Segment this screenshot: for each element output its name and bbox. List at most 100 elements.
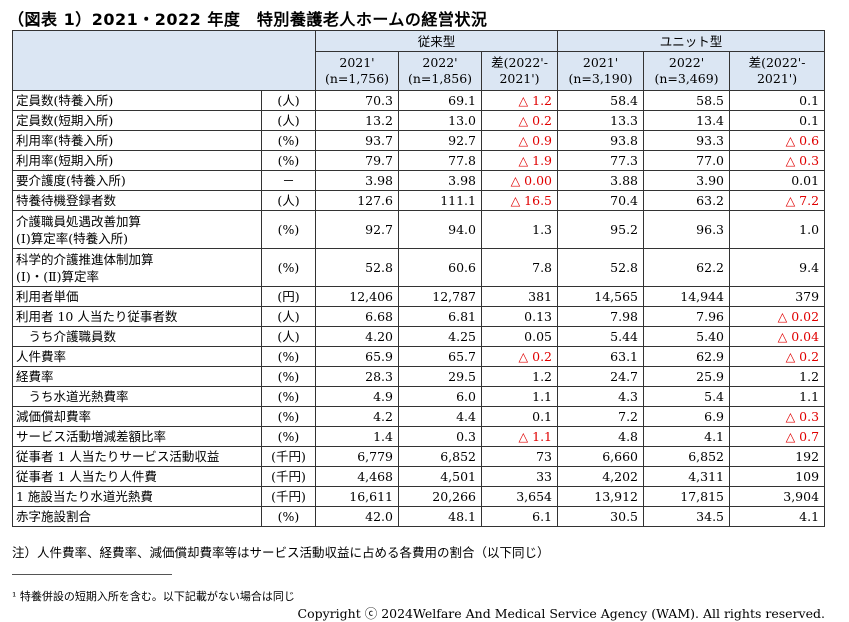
value-cell: 6.1 xyxy=(480,506,559,527)
value-cell: 0.01 xyxy=(729,170,826,191)
value-cell: 6,779 xyxy=(315,446,399,467)
row-label-line: 定員数(短期入所) xyxy=(16,113,114,128)
value-cell: 12,787 xyxy=(398,286,482,307)
row-label-line: 1 施設当たり水道光熱費 xyxy=(16,489,153,504)
table-row: 利用率(短期入所) (%) 79.7 77.8 △ 1.9 77.3 77.0 △ 0.3 xyxy=(12,150,826,171)
column-header-line: 差(2022'- xyxy=(491,55,548,70)
value-cell: 127.6 xyxy=(315,190,399,211)
value-cell: 60.6 xyxy=(398,248,482,287)
row-label: 経費率 xyxy=(12,366,262,387)
value-cell: 30.5 xyxy=(557,506,645,527)
value-cell: 6,852 xyxy=(643,446,731,467)
value-cell: 3,904 xyxy=(729,486,826,507)
value-cell: 4.8 xyxy=(557,426,645,447)
value-cell: 16,611 xyxy=(315,486,399,507)
value-cell: 4.2 xyxy=(315,406,399,427)
row-unit: (%) xyxy=(261,248,316,287)
column-header-line: 2021' xyxy=(339,55,375,70)
value-cell: 7.2 xyxy=(557,406,645,427)
table-row: 定員数(特養入所) (人) 70.3 69.1 △ 1.2 58.4 58.5 0.1 xyxy=(12,90,826,111)
table-row: 従事者 1 人当たり人件費 (千円) 4,468 4,501 33 4,202 4,311 1… xyxy=(12,466,826,487)
row-label: うち水道光熱費率 xyxy=(12,386,262,407)
value-cell: 4,311 xyxy=(643,466,731,487)
value-cell: 33 xyxy=(480,466,559,487)
table-row: 定員数(短期入所) (人) 13.2 13.0 △ 0.2 13.3 13.4 0.1 xyxy=(12,110,826,131)
footnote: ¹ 特養併設の短期入所を含む。以下記載がない場合は同じ xyxy=(12,590,295,603)
row-label-line: 従事者 1 人当たり人件費 xyxy=(16,469,157,484)
row-unit: (%) xyxy=(261,150,316,171)
value-cell: 92.7 xyxy=(398,130,482,151)
column-header: 2022' (n=1,856) xyxy=(398,51,482,91)
row-unit: (人) xyxy=(261,90,316,111)
page-title: （図表 1）2021・2022 年度 特別養護老人ホームの経営状況 xyxy=(8,10,488,29)
value-cell: 25.9 xyxy=(643,366,731,387)
row-label-line: 介護職員処遇改善加算 xyxy=(16,213,142,229)
value-cell: 69.1 xyxy=(398,90,482,111)
row-unit: (%) xyxy=(261,386,316,407)
value-cell: 3.98 xyxy=(398,170,482,191)
table-row: 利用者 10 人当たり従事者数 (人) 6.68 6.81 0.13 7.98 7.96 △ … xyxy=(12,306,826,327)
value-cell: 63.2 xyxy=(643,190,731,211)
row-unit: (人) xyxy=(261,306,316,327)
row-label: 従事者 1 人当たりサービス活動収益 xyxy=(12,446,262,467)
value-cell: 3.90 xyxy=(643,170,731,191)
value-cell: 13.3 xyxy=(557,110,645,131)
value-cell: 1.0 xyxy=(729,210,826,249)
value-cell: 111.1 xyxy=(398,190,482,211)
value-cell: 1.1 xyxy=(729,386,826,407)
value-cell: 3,654 xyxy=(480,486,559,507)
value-cell: 14,944 xyxy=(643,286,731,307)
value-cell: 4,468 xyxy=(315,466,399,487)
row-label-line: 従事者 1 人当たりサービス活動収益 xyxy=(16,449,220,464)
table-row: 要介護度(特養入所) － 3.98 3.98 △ 0.00 3.88 3.90 0.01 xyxy=(12,170,826,191)
value-cell: 34.5 xyxy=(643,506,731,527)
value-cell: 13.4 xyxy=(643,110,731,131)
row-label-line: 赤字施設割合 xyxy=(16,509,92,524)
footnote-divider xyxy=(12,574,172,575)
value-cell: 3.88 xyxy=(557,170,645,191)
column-header-line: 差(2022'- xyxy=(748,55,806,70)
value-cell: 5.44 xyxy=(557,326,645,347)
group-header-unit: ユニット型 xyxy=(557,30,826,52)
value-cell: △ 1.2 xyxy=(480,90,559,111)
table-row: 赤字施設割合 (%) 42.0 48.1 6.1 30.5 34.5 4.1 xyxy=(12,506,826,527)
row-unit: (%) xyxy=(261,406,316,427)
row-label: 利用率(特養入所) xyxy=(12,130,262,151)
table-note: 注）人件費率、経費率、減価償却費率等はサービス活動収益に占める各費用の割合（以下… xyxy=(12,545,550,560)
row-label-line: サービス活動増減差額比率 xyxy=(16,429,167,444)
value-cell: 5.4 xyxy=(643,386,731,407)
row-unit: (人) xyxy=(261,190,316,211)
row-unit: (%) xyxy=(261,506,316,527)
value-cell: △ 0.2 xyxy=(729,346,826,367)
value-cell: 1.4 xyxy=(315,426,399,447)
table-row: 人件費率 (%) 65.9 65.7 △ 0.2 63.1 62.9 △ 0.2 xyxy=(12,346,826,367)
value-cell: 17,815 xyxy=(643,486,731,507)
row-unit: (千円) xyxy=(261,446,316,467)
table-row: 科学的介護推進体制加算 (Ⅰ)・(Ⅱ)算定率 (%) 52.8 60.6 7.8 52.8 6… xyxy=(12,248,826,287)
table-row: 利用率(特養入所) (%) 93.7 92.7 △ 0.9 93.8 93.3 △ 0.6 xyxy=(12,130,826,151)
value-cell: 79.7 xyxy=(315,150,399,171)
value-cell: 14,565 xyxy=(557,286,645,307)
value-cell: 70.3 xyxy=(315,90,399,111)
column-header-line: 2022' xyxy=(422,55,458,70)
value-cell: △ 0.04 xyxy=(729,326,826,347)
row-label: 要介護度(特養入所) xyxy=(12,170,262,191)
value-cell: 7.96 xyxy=(643,306,731,327)
value-cell: 379 xyxy=(729,286,826,307)
value-cell: 6.68 xyxy=(315,306,399,327)
value-cell: 93.8 xyxy=(557,130,645,151)
row-unit: (円) xyxy=(261,286,316,307)
row-unit: － xyxy=(261,170,316,191)
row-label-line: うち水道光熱費率 xyxy=(16,389,129,404)
row-label: 定員数(特養入所) xyxy=(12,90,262,111)
row-label: 1 施設当たり水道光熱費 xyxy=(12,486,262,507)
value-cell: 52.8 xyxy=(557,248,645,287)
row-label: うち介護職員数 xyxy=(12,326,262,347)
table-row: 1 施設当たり水道光熱費 (千円) 16,611 20,266 3,654 13,912 1… xyxy=(12,486,826,507)
column-header-line: (n=1,856) xyxy=(407,71,473,86)
value-cell: 4.1 xyxy=(643,426,731,447)
value-cell: 6,660 xyxy=(557,446,645,467)
value-cell: 4.1 xyxy=(729,506,826,527)
row-label-line: 減価償却費率 xyxy=(16,409,92,424)
value-cell: △ 0.2 xyxy=(480,110,559,131)
